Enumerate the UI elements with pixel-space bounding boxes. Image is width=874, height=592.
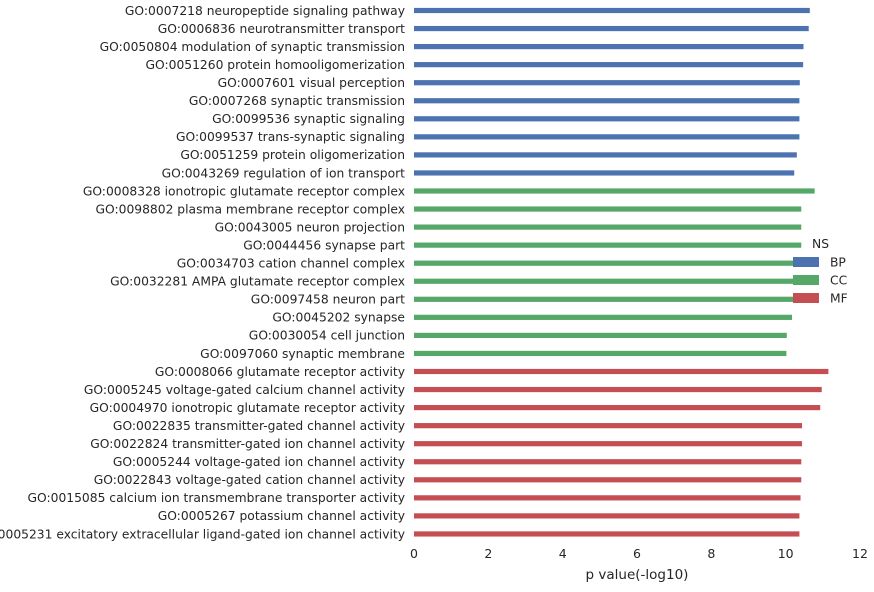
y-tick-label: GO:0050804 modulation of synaptic transm… <box>100 40 405 54</box>
legend-label: CC <box>830 273 847 287</box>
bar-cc <box>414 278 800 284</box>
y-tick-label: GO:0051259 protein oligomerization <box>180 148 405 162</box>
bar-bp <box>414 80 800 86</box>
bar-bp <box>414 98 800 104</box>
y-tick-label: GO:0032281 AMPA glutamate receptor compl… <box>110 275 405 289</box>
y-tick-label: GO:0008328 ionotropic glutamate receptor… <box>83 184 405 198</box>
bar-cc <box>414 242 802 248</box>
legend-title: NS <box>812 237 829 251</box>
y-tick-label: GO:0007268 synaptic transmission <box>189 94 405 108</box>
y-tick-label: GO:0030054 cell junction <box>249 329 405 343</box>
y-tick-label: GO:0034703 cation channel complex <box>177 257 405 271</box>
bar-bp <box>414 152 797 158</box>
legend-entries: BP CC MF <box>793 255 848 305</box>
y-tick-label: GO:0044456 synapse part <box>243 238 405 252</box>
legend-swatch-mf <box>793 293 819 303</box>
x-tick-label: 4 <box>559 546 567 561</box>
bar-bp <box>414 62 804 68</box>
y-tick-labels: GO:0007218 neuropeptide signaling pathwa… <box>0 4 405 541</box>
bar-cc <box>414 314 792 320</box>
bar-bp <box>414 25 809 32</box>
y-tick-label: GO:0098802 plasma membrane receptor comp… <box>96 202 406 216</box>
bar-mf <box>414 495 801 501</box>
bar-mf <box>414 423 803 429</box>
x-tick-label: 12 <box>852 546 868 561</box>
x-tick-label: 2 <box>484 546 492 561</box>
y-tick-label: GO:0099537 trans-synaptic signaling <box>176 130 405 144</box>
bars-layer <box>414 7 829 537</box>
legend-swatch-bp <box>793 257 819 267</box>
y-tick-label: GO:0043269 regulation of ion transport <box>162 166 406 180</box>
x-axis-label: p value(-log10) <box>586 567 689 583</box>
y-tick-label: GO:0007601 visual perception <box>218 76 405 90</box>
bar-cc <box>414 260 800 266</box>
bar-cc <box>414 332 787 338</box>
legend-label: MF <box>830 291 848 305</box>
bar-mf <box>414 405 821 411</box>
y-tick-label: GO:0022835 transmitter-gated channel act… <box>113 419 405 433</box>
x-tick-labels: 0 2 4 6 8 10 12 <box>410 546 868 561</box>
bar-mf <box>414 513 800 519</box>
bar-mf <box>414 368 829 375</box>
x-tick-label: 8 <box>707 546 715 561</box>
x-tick-label: 0 <box>410 546 418 561</box>
bar-cc <box>414 224 802 230</box>
y-tick-label: GO:0005267 potassium channel activity <box>158 509 405 523</box>
bar-cc <box>414 206 802 212</box>
x-tick-label: 6 <box>633 546 641 561</box>
y-tick-label: GO:0097060 synaptic membrane <box>200 347 405 361</box>
y-tick-label: GO:0022824 transmitter-gated ion channel… <box>90 437 405 451</box>
y-tick-label: GO:0043005 neuron projection <box>215 220 405 234</box>
x-tick-label: 10 <box>778 546 794 561</box>
y-tick-label: GO:0005244 voltage-gated ion channel act… <box>113 455 405 469</box>
y-tick-label: GO:0022843 voltage-gated cation channel … <box>94 473 405 487</box>
y-tick-label: GO:0097458 neuron part <box>251 293 405 307</box>
bar-cc <box>414 296 800 302</box>
bar-bp <box>414 170 795 176</box>
y-tick-label: GO:0015085 calcium ion transmembrane tra… <box>28 491 406 505</box>
bar-bp <box>414 7 810 14</box>
bar-bp <box>414 44 804 50</box>
bar-bp <box>414 134 800 140</box>
y-tick-label: GO:0051260 protein homooligomerization <box>146 58 406 72</box>
bar-mf <box>414 477 802 483</box>
bar-mf <box>414 459 802 465</box>
bar-cc <box>414 350 787 357</box>
bar-bp <box>414 116 800 122</box>
y-tick-label: GO:0004970 ionotropic glutamate receptor… <box>90 401 405 415</box>
legend-label: BP <box>830 255 846 269</box>
bar-mf <box>414 441 803 447</box>
legend-swatch-cc <box>793 275 819 285</box>
y-tick-label: GO:0045202 synapse <box>272 311 405 325</box>
y-tick-label: GO:0007218 neuropeptide signaling pathwa… <box>125 4 405 18</box>
legend: NS BP CC MF <box>793 237 848 305</box>
y-tick-label: GO:0099536 synaptic signaling <box>212 112 405 126</box>
y-tick-label: GO:0005245 voltage-gated calcium channel… <box>84 383 405 397</box>
y-tick-label: GO:0008066 glutamate receptor activity <box>155 365 405 379</box>
bar-cc <box>414 188 815 194</box>
y-tick-label: GO:0006836 neurotransmitter transport <box>158 22 405 36</box>
bar-mf <box>414 531 800 537</box>
y-tick-label: GO:0005231 excitatory extracellular liga… <box>0 527 405 541</box>
bar-mf <box>414 386 822 393</box>
